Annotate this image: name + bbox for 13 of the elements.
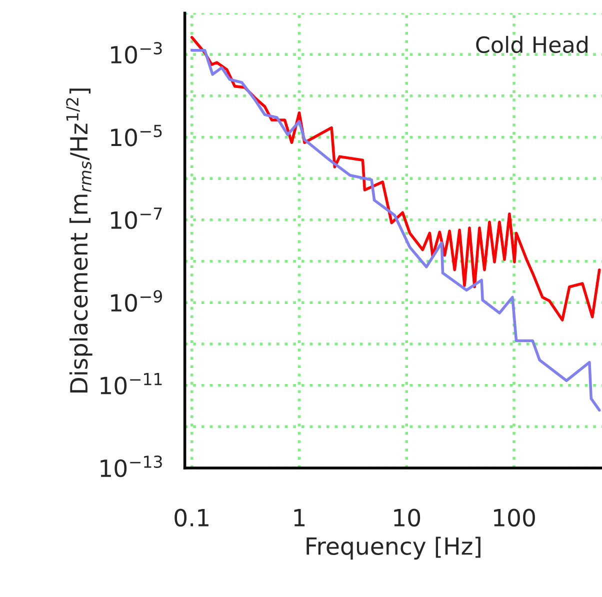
x-tick-label: 10	[394, 508, 420, 527]
x-tick-label: 1	[294, 509, 305, 526]
y-tick-label: 10$^{−13}$	[100, 456, 162, 478]
text: Cold Head	[476, 36, 588, 54]
y-tick-label: 10$^{−5}$	[111, 124, 162, 146]
y-axis-title: Displacement [m$_{rms}$/Hz$^{1/2}$]	[66, 88, 92, 392]
y-tick-label: 10$^{−9}$	[111, 290, 162, 312]
x-axis-title: Frequency [Hz]	[306, 536, 480, 560]
x-tick-label: 0.1	[174, 508, 208, 527]
y-tick-label: 10$^{−3}$	[111, 42, 162, 64]
y-tick-label: 10$^{−7}$	[111, 208, 162, 230]
x-tick-label: 100	[494, 508, 535, 527]
y-tick-label: 10$^{−11}$	[100, 373, 162, 394]
